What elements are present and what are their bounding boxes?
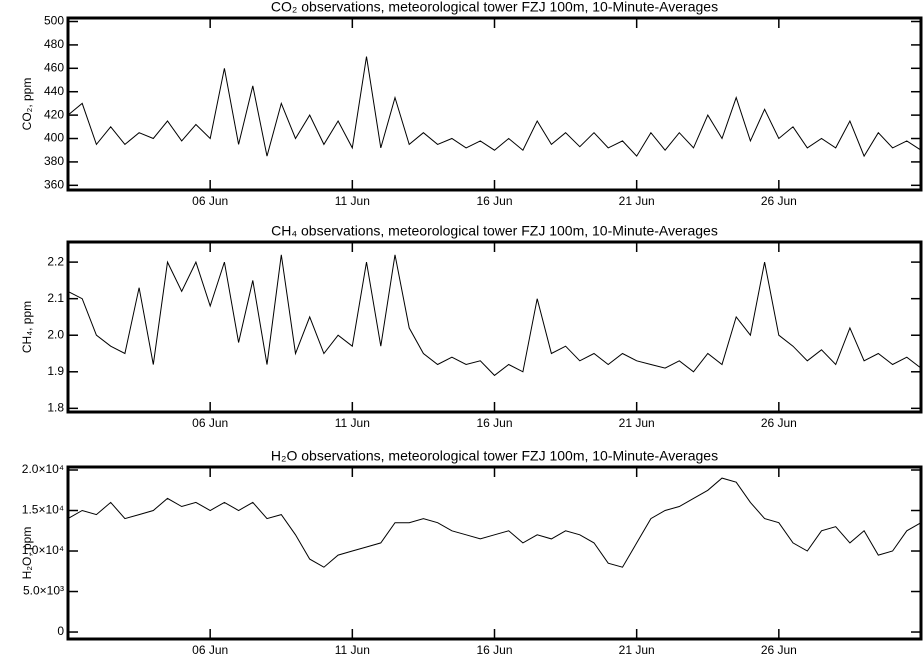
y-tick-label: 2.2 <box>47 254 64 268</box>
plot-frame <box>66 16 923 192</box>
y-tick-label: 1.0×10⁴ <box>22 543 64 557</box>
y-axis-label: CO₂, ppm <box>20 78 34 131</box>
x-tick-label: 06 Jun <box>192 194 228 208</box>
y-tick-label: 440 <box>44 84 64 98</box>
data-line <box>67 477 922 568</box>
x-tick-label: 26 Jun <box>761 194 797 208</box>
chart-title: H₂O observations, meteorological tower F… <box>271 448 718 464</box>
data-line <box>67 254 922 377</box>
x-tick-label: 26 Jun <box>761 643 797 654</box>
plot-frame <box>66 465 923 641</box>
y-tick-label: 400 <box>44 131 64 145</box>
y-tick-label: 460 <box>44 60 64 74</box>
x-tick-label: 21 Jun <box>619 643 655 654</box>
y-tick-label: 480 <box>44 37 64 51</box>
y-tick-label: 420 <box>44 107 64 121</box>
x-tick-label: 11 Jun <box>335 416 370 430</box>
x-tick-label: 11 Jun <box>335 194 370 208</box>
x-tick-label: 16 Jun <box>476 194 512 208</box>
data-line <box>67 56 922 158</box>
y-tick-label: 0 <box>57 624 64 638</box>
x-tick-label: 21 Jun <box>619 416 655 430</box>
y-tick-label: 1.9 <box>47 364 64 378</box>
y-axis-label: H₂O, ppm <box>20 527 34 580</box>
x-tick-label: 16 Jun <box>476 416 512 430</box>
y-tick-label: 380 <box>44 154 64 168</box>
y-tick-label: 500 <box>44 14 64 28</box>
y-axis-label: CH₄, ppm <box>20 301 34 353</box>
y-tick-label: 1.5×10⁴ <box>22 503 64 517</box>
x-tick-label: 06 Jun <box>192 416 228 430</box>
y-tick-label: 1.8 <box>47 401 64 415</box>
y-tick-label: 360 <box>44 177 64 191</box>
plot-frame <box>66 240 923 414</box>
y-tick-label: 2.0 <box>47 327 64 341</box>
x-tick-label: 06 Jun <box>192 643 228 654</box>
y-tick-label: 2.1 <box>47 291 64 305</box>
y-tick-label: 5.0×10³ <box>23 584 64 598</box>
y-tick-label: 2.0×10⁴ <box>22 462 64 476</box>
x-tick-label: 16 Jun <box>476 643 512 654</box>
x-tick-label: 26 Jun <box>761 416 797 430</box>
x-tick-label: 11 Jun <box>335 643 370 654</box>
chart-title: CH₄ observations, meteorological tower F… <box>271 223 718 239</box>
chart-title: CO₂ observations, meteorological tower F… <box>271 0 718 15</box>
x-tick-label: 21 Jun <box>619 194 655 208</box>
